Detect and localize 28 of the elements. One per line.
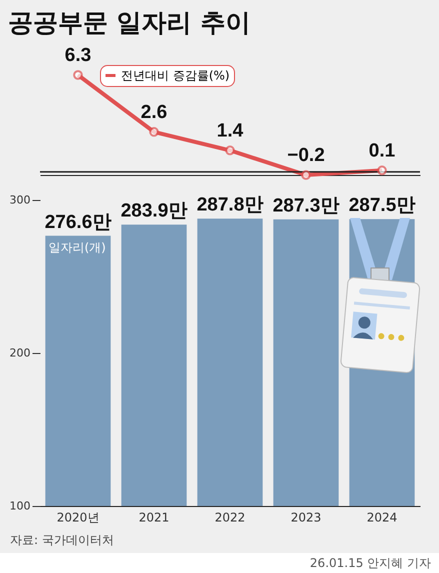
point [377,166,387,176]
x-tick-label: 2022 [214,510,246,524]
x-tick-label: 2024 [366,510,398,524]
data-label: 0.1 [368,140,396,162]
data-label: −0.2 [287,145,325,166]
y-tick-label: 300 [10,194,30,206]
data-label: 1.4 [216,120,244,142]
data-label: 6.3 [64,45,92,66]
x-tick-label: 2021 [138,510,170,524]
data-label: 287.8만 [196,194,264,216]
x-tick-label: 2020년 [56,510,100,524]
point [149,127,159,137]
chart-title: 공공부문 일자리 추이 [8,7,250,39]
point [301,170,311,180]
point [73,70,83,80]
data-label: 283.9만 [120,200,188,222]
text: 자료: 국가데이터처 [10,532,114,549]
y-axis-title: 일자리(개) [48,240,106,254]
x-tick-label: 2023 [290,510,322,524]
data-label: 287.3만 [272,195,340,216]
y-tick-label: 200 [10,346,30,360]
data-label: 287.5만 [348,195,416,216]
point [225,146,235,156]
data-label: 276.6만 [44,212,112,233]
data-label: 2.6 [140,102,168,123]
legend-label: 전년대비 증감률(%) [121,68,230,82]
text: 26.01.15 안지혜 기자 [310,555,431,572]
y-tick-label: 100 [10,500,30,512]
